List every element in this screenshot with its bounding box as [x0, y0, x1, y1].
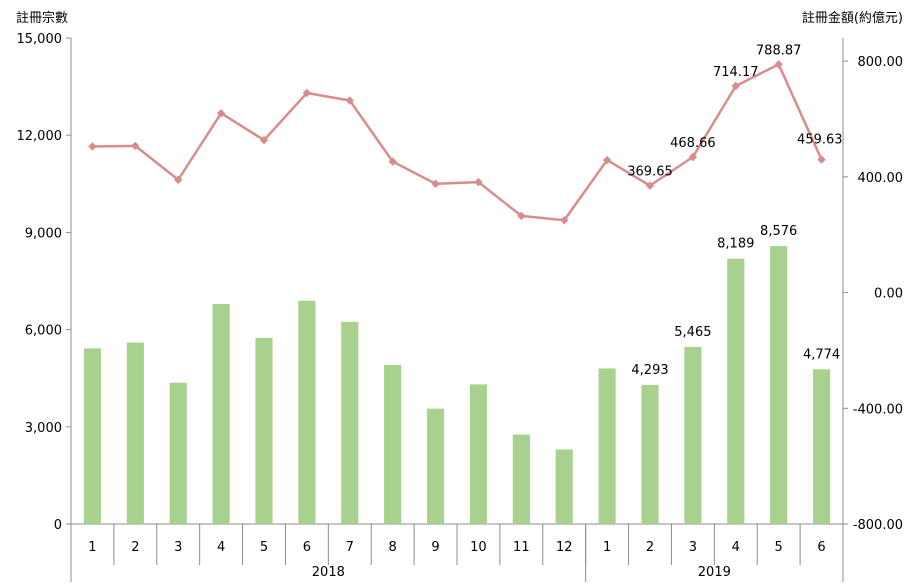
bar: [469, 384, 488, 524]
bar-data-label: 8,576: [760, 224, 797, 239]
data-labels-layer: 4,293 5,465 8,189 8,576 4,774 369.65 468.66 714…: [627, 43, 842, 378]
line-layer: [88, 60, 826, 225]
right-axis-title: 註冊金額(約億元): [802, 10, 903, 26]
x-axis-tick-label: 6: [817, 540, 825, 555]
x-axis-group-label: 2018: [312, 565, 345, 580]
line-point: [602, 155, 612, 165]
line-point: [216, 109, 226, 118]
line-point: [174, 175, 183, 184]
left-axis-tick-label: 6,000: [25, 324, 62, 339]
axes-layer: 15,000 12,000 9,000 6,000 3,000 0 800.00 400.00…: [17, 32, 904, 582]
right-axis-tick-label: 400.00: [858, 171, 904, 186]
x-axis-tick-label: 11: [513, 540, 530, 555]
left-axis-tick-label: 9,000: [25, 226, 62, 241]
line-point: [560, 216, 569, 225]
line-point: [645, 181, 655, 190]
bar: [298, 300, 316, 524]
line-point: [302, 88, 312, 98]
line-data-label: 468.66: [670, 136, 716, 151]
line-point: [474, 177, 483, 187]
x-axis-tick-label: 8: [389, 540, 397, 555]
bar: [770, 246, 788, 524]
line-point: [431, 179, 440, 188]
bar: [255, 338, 273, 524]
left-axis-tick-label: 12,000: [17, 129, 63, 144]
x-axis-group-label: 2019: [698, 565, 731, 580]
x-axis-tick-label: 6: [303, 540, 311, 555]
line-series: [92, 63, 823, 222]
x-axis-tick-label: 4: [732, 540, 740, 555]
line-point: [817, 155, 826, 164]
bar: [384, 364, 402, 524]
x-axis-tick-label: 3: [689, 540, 697, 555]
bars-layer: [83, 246, 831, 524]
bar-data-label: 4,774: [803, 347, 840, 362]
bar-data-label: 8,189: [717, 237, 754, 252]
x-axis-tick-label: 4: [217, 540, 225, 555]
x-axis-tick-label: 5: [260, 540, 268, 555]
line-point: [345, 96, 354, 105]
line-data-label: 714.17: [713, 65, 759, 80]
x-axis-tick-label: 2: [131, 540, 139, 555]
left-axis-tick-label: 3,000: [25, 421, 62, 436]
bar: [212, 304, 230, 524]
line-point: [259, 135, 269, 145]
x-axis-tick-label: 1: [88, 540, 96, 555]
x-axis-tick-label: 2: [646, 540, 654, 555]
line-point: [131, 141, 140, 151]
left-axis-tick-label: 15,000: [17, 32, 63, 47]
x-axis-tick-label: 3: [174, 540, 182, 555]
line-point: [774, 60, 783, 69]
x-axis-tick-label: 1: [603, 540, 611, 555]
bar-data-label: 4,293: [631, 363, 668, 378]
bar: [727, 258, 745, 524]
x-axis-tick-label: 10: [470, 540, 487, 555]
x-axis-tick-label: 9: [431, 540, 439, 555]
bar: [169, 382, 187, 524]
line-point: [688, 152, 698, 162]
left-axis-tick-label: 0: [54, 518, 62, 533]
right-axis-tick-label: -800.00: [853, 518, 903, 533]
right-axis-tick-label: -400.00: [853, 402, 903, 417]
bar: [83, 348, 102, 524]
left-axis-title: 註冊宗數: [16, 10, 68, 26]
bar: [812, 369, 831, 524]
line-data-label: 459.63: [797, 133, 843, 148]
bar-data-label: 5,465: [674, 325, 711, 340]
line-data-label: 369.65: [627, 165, 673, 180]
x-axis-tick-label: 12: [556, 540, 573, 555]
right-axis-tick-label: 0.00: [874, 287, 903, 302]
bar: [426, 408, 445, 524]
bar: [512, 434, 530, 524]
x-axis-tick-label: 7: [346, 540, 354, 555]
x-axis-tick-label: 5: [775, 540, 783, 555]
line-point: [388, 157, 397, 166]
line-point: [731, 81, 740, 91]
bar: [641, 384, 659, 524]
right-axis-tick-label: 800.00: [858, 55, 904, 70]
line-point: [88, 142, 97, 151]
bar: [598, 368, 616, 524]
bar: [126, 342, 144, 524]
bar: [684, 346, 702, 524]
line-point: [517, 211, 526, 221]
bar: [341, 321, 359, 524]
bar: [555, 449, 573, 524]
line-data-label: 788.87: [756, 43, 802, 58]
